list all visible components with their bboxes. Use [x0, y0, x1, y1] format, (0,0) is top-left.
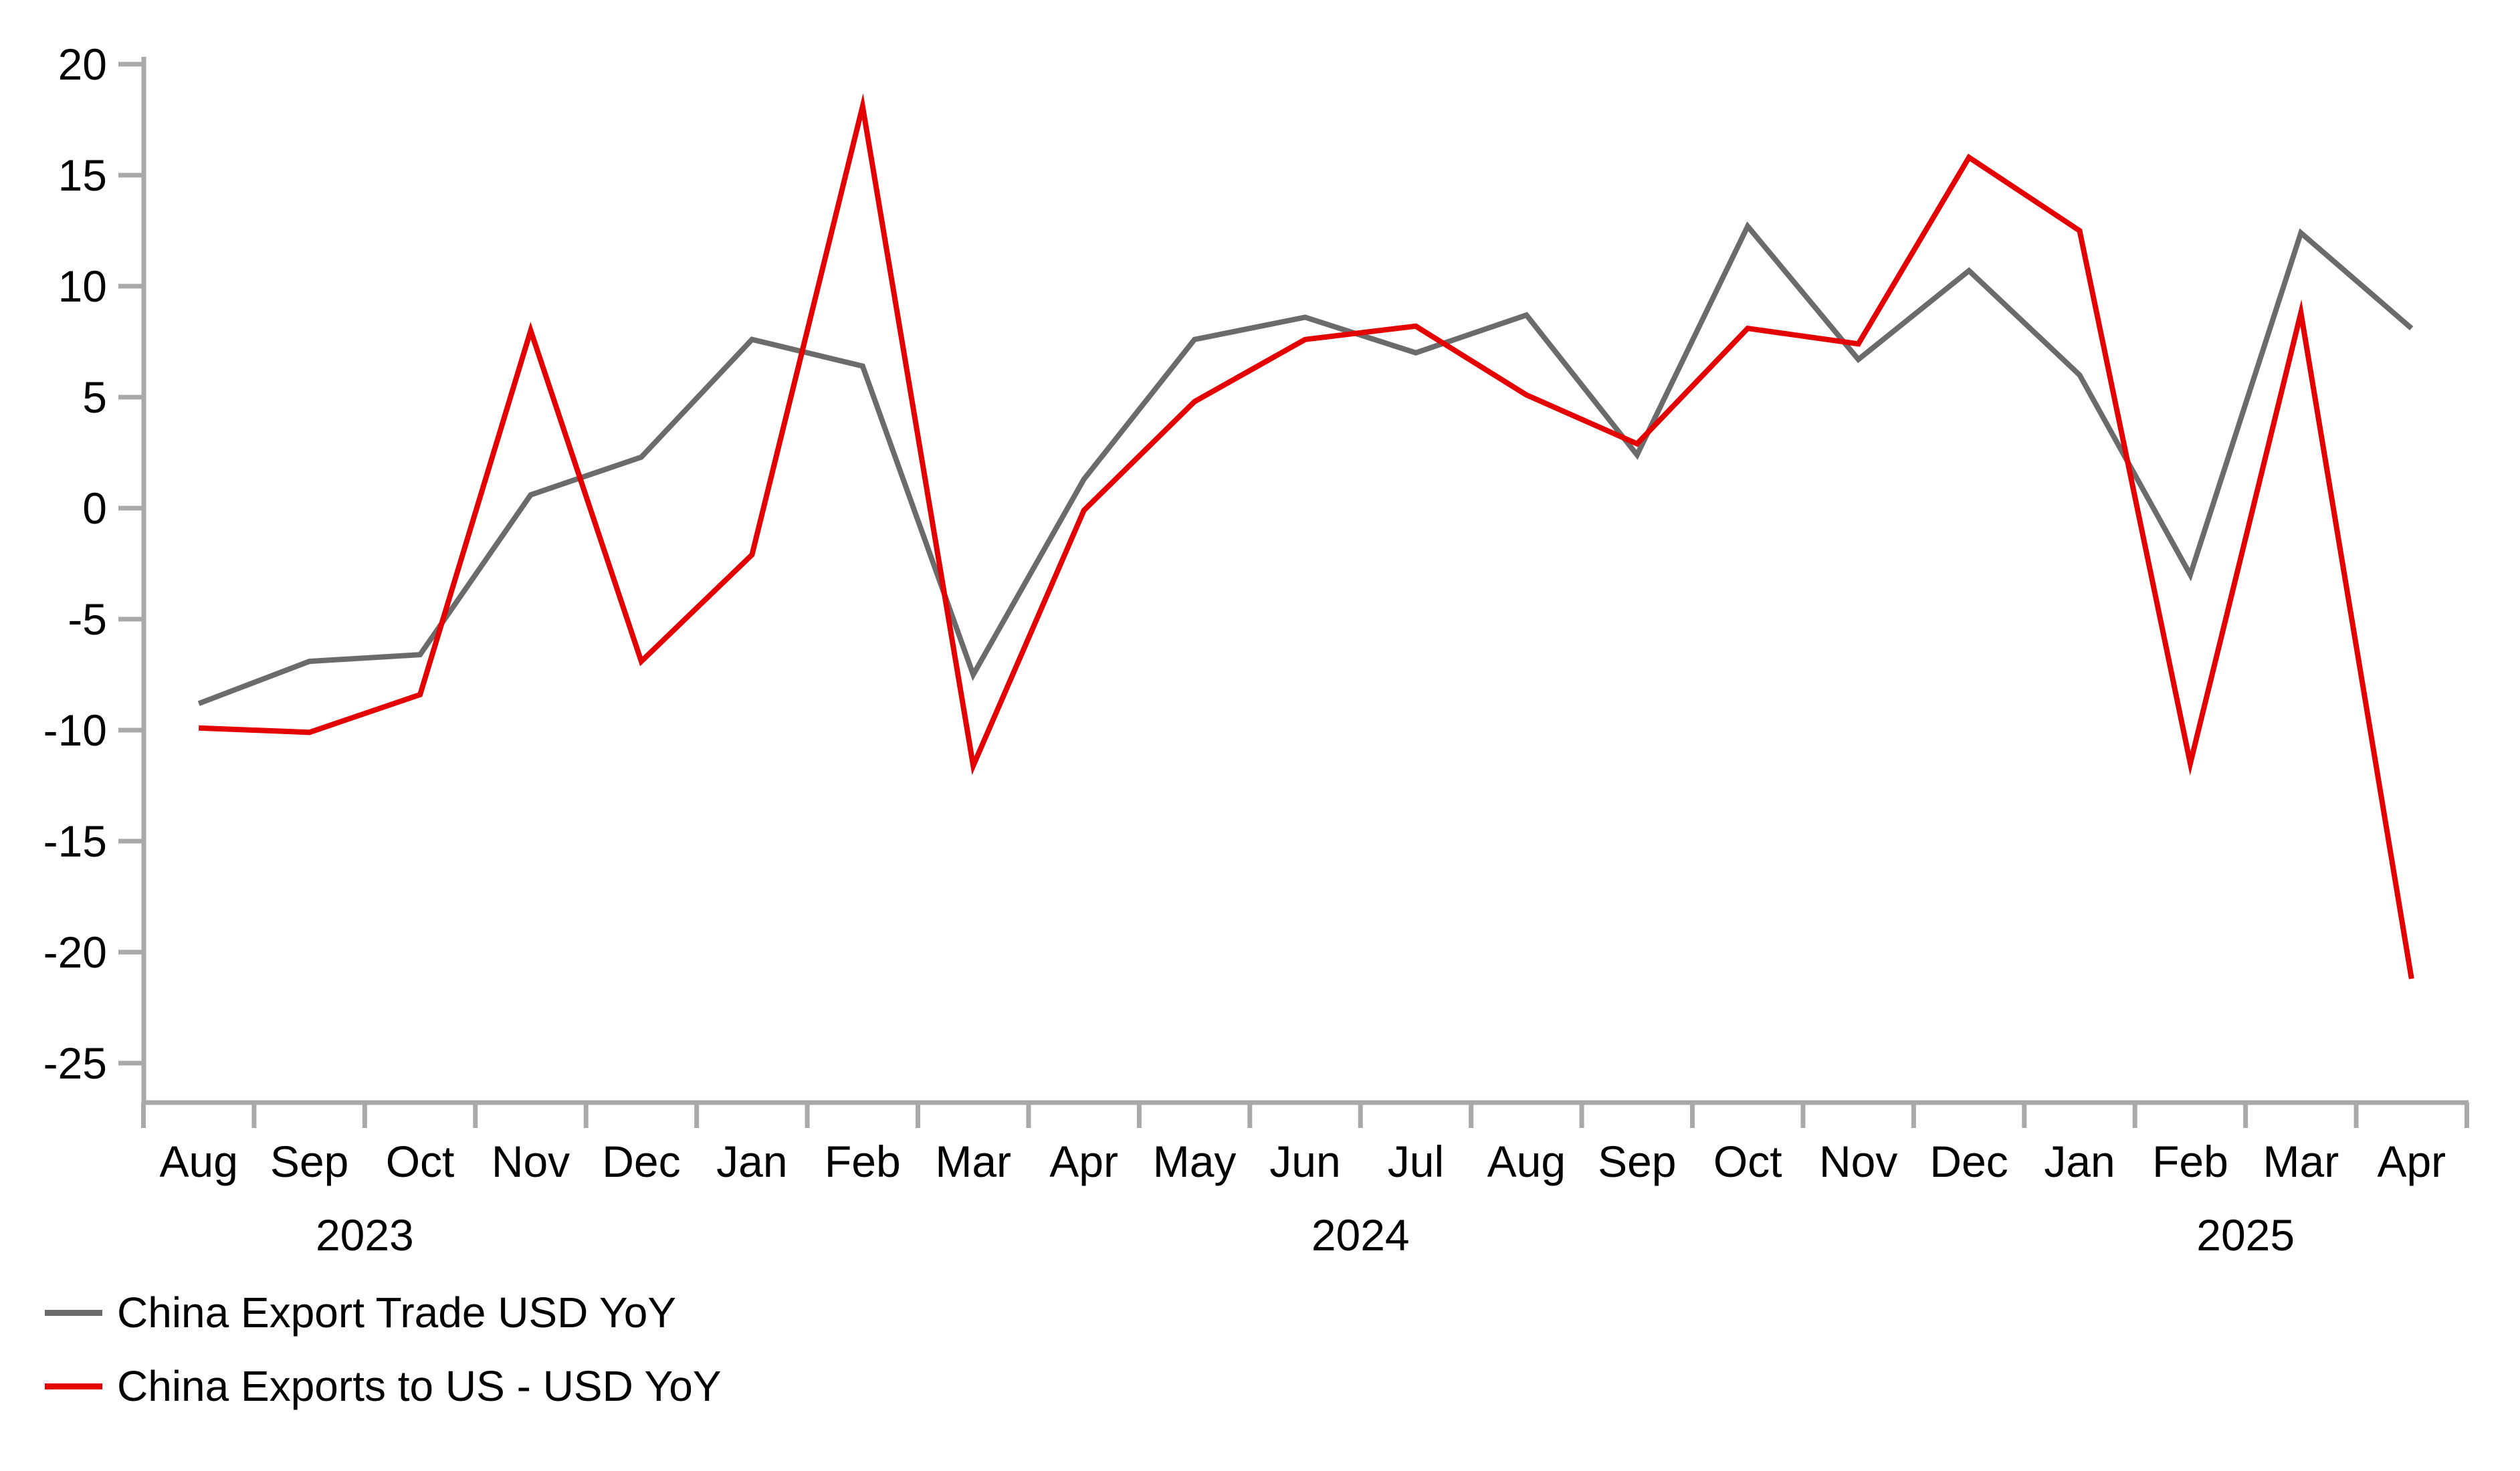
month-label: Sep	[270, 1137, 348, 1186]
month-label: Dec	[602, 1137, 680, 1186]
month-label: Jan	[2044, 1137, 2115, 1186]
y-tick-label: 10	[58, 261, 107, 311]
month-label: Oct	[386, 1137, 455, 1186]
y-tick-labels: 20 15 10 5 0 -5 -10 -15 -20 -25	[43, 39, 107, 1088]
x-axis-ticks	[141, 1103, 2470, 1128]
month-label: Aug	[1487, 1137, 1566, 1186]
y-tick-label: -10	[43, 705, 107, 755]
legend-item-exports-to-us: China Exports to US - USD YoY	[45, 1349, 722, 1423]
year-label: 2023	[316, 1210, 414, 1260]
month-label: Jul	[1388, 1137, 1444, 1186]
year-label: 2025	[2196, 1210, 2295, 1260]
month-label: Oct	[1713, 1137, 1782, 1186]
series-lines	[197, 93, 2414, 980]
year-label: 2024	[1311, 1210, 1410, 1260]
legend-label: China Export Trade USD YoY	[117, 1288, 677, 1337]
legend-item-total-exports: China Export Trade USD YoY	[45, 1276, 722, 1349]
month-label: Dec	[1929, 1137, 2008, 1186]
y-tick-label: -15	[43, 816, 107, 866]
month-label: Nov	[492, 1137, 570, 1186]
y-tick-label: 15	[58, 150, 107, 200]
y-tick-label: -20	[43, 927, 107, 977]
month-label: Feb	[825, 1137, 901, 1186]
y-tick-label: 20	[58, 39, 107, 89]
series-line-1	[199, 93, 2414, 980]
month-label: Apr	[1049, 1137, 1118, 1186]
legend-line-swatch-gray	[45, 1309, 102, 1316]
month-label: May	[1153, 1137, 1237, 1186]
month-label: Feb	[2152, 1137, 2228, 1186]
legend: China Export Trade USD YoY China Exports…	[45, 1276, 722, 1423]
month-label: Apr	[2377, 1137, 2446, 1186]
month-label: Mar	[2263, 1137, 2339, 1186]
month-label: Mar	[935, 1137, 1011, 1186]
y-axis-ticks	[118, 62, 144, 1066]
month-labels: Aug Sep Oct Nov Dec Jan Feb Mar Apr May Jun Jul Aug S…	[159, 1137, 2446, 1186]
legend-line-swatch-red	[45, 1383, 102, 1389]
y-tick-label: 5	[82, 372, 107, 422]
series-line-0	[197, 221, 2414, 706]
y-tick-label: -25	[43, 1038, 107, 1088]
month-label: Nov	[1819, 1137, 1897, 1186]
legend-label: China Exports to US - USD YoY	[117, 1362, 722, 1410]
y-tick-label: -5	[68, 594, 107, 644]
month-label: Jun	[1269, 1137, 1340, 1186]
year-labels: 2023 2024 2025	[316, 1210, 2295, 1260]
month-label: Jan	[716, 1137, 787, 1186]
y-tick-label: 0	[82, 483, 107, 533]
month-label: Sep	[1598, 1137, 1676, 1186]
month-label: Aug	[159, 1137, 237, 1186]
